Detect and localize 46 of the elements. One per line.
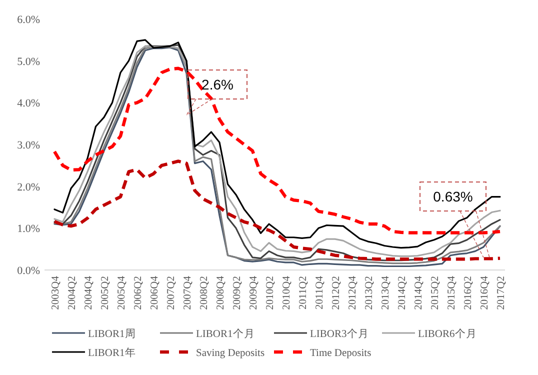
legend-label: LIBOR1个月 (196, 328, 255, 340)
y-tick-label: 0.0% (17, 265, 40, 277)
x-tick-label: 2016Q4 (480, 275, 490, 310)
line-series (52, 66, 502, 234)
x-tick-label: 2006Q4 (150, 275, 160, 310)
legend-label: LIBOR1周 (88, 328, 136, 340)
y-tick-label: 2.0% (17, 181, 40, 194)
line-series (52, 160, 502, 261)
x-tick-label: 2015Q2 (430, 276, 441, 310)
legend-label: Time Deposits (310, 348, 372, 359)
annotation: 2.6% (202, 76, 234, 92)
annotation: 0.63% (433, 188, 473, 204)
y-tick-label: 4.0% (17, 98, 40, 110)
x-tick-label: 2012Q2 (331, 276, 342, 310)
x-tick-label: 2009Q2 (232, 276, 243, 310)
y-tick-label: 1.0% (17, 223, 40, 236)
legend-label: Saving Deposits (196, 348, 265, 359)
x-tick-label: 2005Q4 (116, 275, 128, 310)
x-tick-label: 2008Q4 (216, 275, 226, 310)
x-tick-label: 2006Q2 (133, 276, 144, 310)
x-tick-label: 2007Q4 (182, 275, 194, 310)
x-tick-label: 2005Q2 (100, 276, 111, 310)
legend-label: LIBOR6个月 (418, 328, 477, 340)
x-tick-label: 2014Q2 (397, 276, 408, 310)
x-tick-label: 2016Q2 (463, 276, 474, 310)
x-tick-label: 2010Q2 (265, 276, 276, 310)
x-tick-label: 2010Q4 (282, 275, 292, 310)
x-tick-label: 2012Q4 (348, 275, 358, 310)
y-tick-label: 3.0% (17, 140, 40, 152)
legend-label: LIBOR1年 (88, 347, 136, 359)
x-tick-label: 2015Q4 (446, 275, 458, 310)
x-tick-label: 2011Q4 (314, 275, 326, 310)
x-tick-label: 2004Q2 (67, 276, 78, 310)
x-tick-label: 2007Q2 (166, 276, 177, 310)
x-tick-label: 2013Q4 (380, 275, 392, 310)
x-tick-label: 2014Q4 (414, 275, 424, 310)
y-tick-label: 5.0% (17, 56, 40, 68)
legend-label: LIBOR3个月 (310, 328, 369, 340)
x-tick-label: 2004Q4 (84, 275, 94, 310)
x-tick-label: 2009Q4 (248, 275, 260, 310)
x-tick-label: 2003Q4 (50, 275, 62, 310)
x-tick-label: 2017Q2 (496, 276, 507, 310)
x-tick-label: 2008Q2 (199, 276, 210, 310)
x-tick-label: 2011Q2 (298, 276, 309, 310)
y-tick-label: 6.0% (17, 14, 40, 26)
x-tick-label: 2013Q2 (364, 276, 375, 310)
